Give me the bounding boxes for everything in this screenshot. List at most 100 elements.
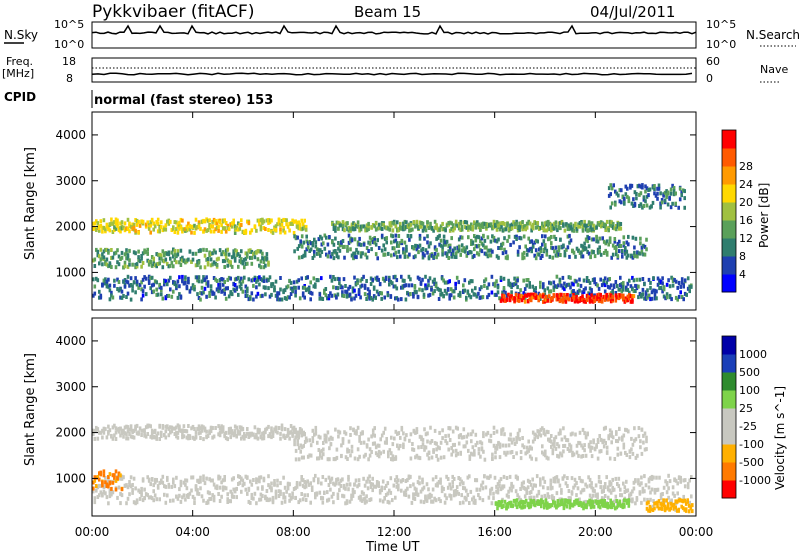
heatmap-cell [140,287,143,292]
heatmap-cell [370,247,373,252]
heatmap-cell [460,224,464,229]
heatmap-cell [566,484,569,488]
heatmap-cell [551,496,554,501]
heatmap-cell [232,218,235,223]
heatmap-cell [408,224,411,229]
heatmap-cell [111,255,115,260]
heatmap-cell [297,433,300,438]
heatmap-cell [323,246,327,251]
heatmap-cell [451,289,454,294]
heatmap-cell [294,486,297,491]
heatmap-cell [253,425,257,430]
heatmap-cell [470,250,473,255]
heatmap-cell [519,224,523,229]
heatmap-cell [317,248,321,253]
heatmap-cell [345,289,349,294]
heatmap-cell [218,430,222,435]
heatmap-cell [173,252,177,257]
heatmap-cell [649,476,652,480]
heatmap-cell [427,451,431,455]
heatmap-cell [357,495,361,500]
heatmap-cell [101,428,104,433]
heatmap-cell [374,252,378,257]
heatmap-cell [359,251,363,256]
heatmap-cell [411,447,414,452]
heatmap-cell [536,501,540,506]
heatmap-cell [134,262,137,267]
heatmap-cell [102,490,106,494]
heatmap-cell [423,447,426,452]
x-tick-label: 12:00 [377,525,412,539]
heatmap-cell [116,495,119,500]
heatmap-cell [633,245,636,250]
heatmap-cell [522,291,525,296]
heatmap-cell [223,485,226,490]
heatmap-cell [215,279,219,283]
heatmap-cell [362,440,366,445]
heatmap-cell [131,487,134,492]
heatmap-cell [578,298,581,303]
heatmap-cell [259,435,263,440]
heatmap-cell [143,275,146,280]
heatmap-cell [107,475,110,479]
heatmap-cell [243,436,246,440]
heatmap-cell [582,506,585,511]
heatmap-cell [262,219,266,224]
heatmap-cell [98,477,101,482]
colorbar-tick-label: 28 [739,160,753,173]
heatmap-cell [578,221,582,225]
heatmap-cell [545,220,549,225]
heatmap-cell [464,225,467,230]
heatmap-cell [536,221,539,225]
heatmap-cell [525,278,528,283]
heatmap-cell [475,294,479,299]
heatmap-cell [538,227,541,231]
heatmap-cell [433,289,436,294]
heatmap-cell [297,244,301,249]
heatmap-cell [494,223,497,228]
heatmap-cell [238,279,242,284]
heatmap-cell [416,492,420,497]
heatmap-cell [622,284,625,289]
heatmap-cell [622,445,626,450]
heatmap-cell [660,200,664,205]
heatmap-cell [306,479,309,484]
heatmap-cell [244,474,248,479]
heatmap-cell [644,189,647,194]
heatmap-cell [282,492,285,497]
heatmap-cell [365,499,368,504]
heatmap-cell [122,294,125,298]
heatmap-cell [113,278,116,283]
heatmap-cell [296,235,299,240]
heatmap-cell [285,434,288,439]
heatmap-cell [512,437,515,442]
heatmap-cell [223,226,226,231]
heatmap-cell [164,227,168,232]
heatmap-cell [360,283,364,288]
heatmap-cell [233,424,237,429]
heatmap-cell [389,294,393,299]
heatmap-cell [533,253,536,258]
heatmap-cell [137,230,140,235]
heatmap-cell [123,252,127,257]
heatmap-cell [455,275,459,280]
heatmap-cell [191,475,195,480]
heatmap-cell [669,501,673,506]
heatmap-cell [514,475,518,480]
heatmap-cell [276,297,279,302]
heatmap-cell [401,285,405,290]
heatmap-cell [202,498,205,503]
heatmap-cell [396,227,399,232]
heatmap-cell [359,440,363,445]
heatmap-cell [584,286,587,291]
heatmap-cell [454,219,458,224]
colorbar-segment [722,202,736,221]
heatmap-cell [615,245,618,249]
heatmap-cell [555,475,559,480]
heatmap-cell [569,226,573,230]
heatmap-cell [235,495,238,500]
heatmap-cell [653,292,657,297]
heatmap-cell [256,257,260,262]
heatmap-cell [321,496,325,501]
heatmap-cell [179,256,183,261]
